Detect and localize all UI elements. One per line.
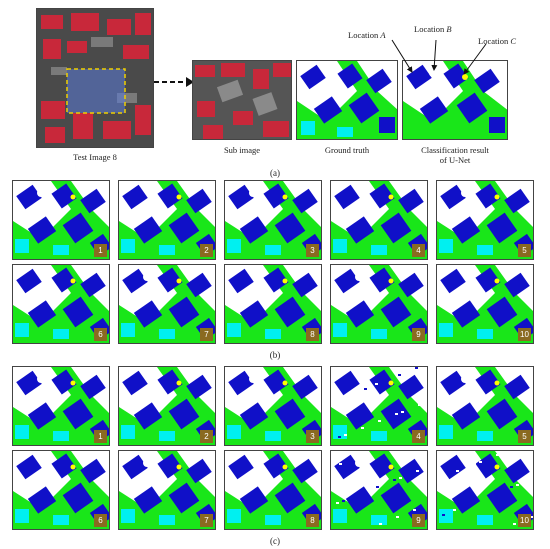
result-tile: 1 xyxy=(12,180,110,260)
unet-result-map xyxy=(403,61,507,139)
result-tile: 4 xyxy=(330,366,428,446)
classification-map xyxy=(331,367,427,445)
tile-number-badge: 5 xyxy=(518,430,531,443)
aerial-image-full xyxy=(37,9,153,147)
result-tile: 1 xyxy=(12,366,110,446)
result-tile: 4 xyxy=(330,180,428,260)
result-tile: 7 xyxy=(118,450,216,530)
classification-map xyxy=(119,181,215,259)
result-tile: 5 xyxy=(436,366,534,446)
result-tile: 6 xyxy=(12,450,110,530)
location-arrows xyxy=(391,39,487,75)
sub-image-caption: Sub image xyxy=(223,145,261,155)
ground-truth-map xyxy=(297,61,397,139)
location-a-label: Location A xyxy=(348,30,386,40)
tile-number-badge: 6 xyxy=(94,514,107,527)
panel-c-label: (c) xyxy=(270,536,280,546)
classification-map xyxy=(437,367,533,445)
test-image-caption: Test Image 8 xyxy=(73,152,117,162)
tile-number-badge: 6 xyxy=(94,328,107,341)
tile-number-badge: 3 xyxy=(306,430,319,443)
classification-map xyxy=(13,181,109,259)
tile-number-badge: 9 xyxy=(412,328,425,341)
result-tile: 5 xyxy=(436,180,534,260)
result-tile: 9 xyxy=(330,264,428,344)
tile-number-badge: 8 xyxy=(306,514,319,527)
result-tile: 9 xyxy=(330,450,428,530)
classification-map xyxy=(331,181,427,259)
tile-number-badge: 1 xyxy=(94,430,107,443)
unet-result-caption-2: of U-Net xyxy=(439,155,471,165)
unet-result-caption-1: Classification result xyxy=(421,145,489,155)
location-b-word: Location xyxy=(414,24,445,34)
tile-number-badge: 9 xyxy=(412,514,425,527)
result-tile: 8 xyxy=(224,450,322,530)
result-tile: 10 xyxy=(436,450,534,530)
panel-b-label: (b) xyxy=(269,350,281,360)
location-c-label: Location C xyxy=(478,36,516,46)
classification-map xyxy=(119,367,215,445)
tile-number-badge: 4 xyxy=(412,430,425,443)
result-tile: 2 xyxy=(118,366,216,446)
classification-map xyxy=(331,265,427,343)
result-tile: 10 xyxy=(436,264,534,344)
result-tile: 3 xyxy=(224,180,322,260)
classification-map xyxy=(13,367,109,445)
result-tile: 2 xyxy=(118,180,216,260)
tile-number-badge: 2 xyxy=(200,430,213,443)
classification-map xyxy=(225,265,321,343)
ground-truth-caption: Ground truth xyxy=(324,145,370,155)
panel-a-label: (a) xyxy=(270,168,280,178)
sub-image xyxy=(192,60,292,140)
tile-number-badge: 2 xyxy=(200,244,213,257)
classification-map xyxy=(13,451,109,529)
classification-map xyxy=(225,367,321,445)
location-b-letter: B xyxy=(446,24,452,34)
location-c-letter: C xyxy=(510,36,517,46)
tile-number-badge: 10 xyxy=(518,328,531,341)
test-image-8 xyxy=(36,8,154,148)
tile-number-badge: 8 xyxy=(306,328,319,341)
tile-number-badge: 1 xyxy=(94,244,107,257)
classification-map xyxy=(437,181,533,259)
tile-number-badge: 7 xyxy=(200,328,213,341)
classification-map xyxy=(225,181,321,259)
tile-number-badge: 10 xyxy=(518,514,531,527)
tile-number-badge: 7 xyxy=(200,514,213,527)
location-b-label: Location B xyxy=(414,24,452,34)
ground-truth-image xyxy=(296,60,398,140)
result-tile: 6 xyxy=(12,264,110,344)
location-a-word: Location xyxy=(348,30,379,40)
location-c-word: Location xyxy=(478,36,509,46)
location-a-letter: A xyxy=(380,30,386,40)
result-tile: 3 xyxy=(224,366,322,446)
tile-number-badge: 4 xyxy=(412,244,425,257)
tile-number-badge: 5 xyxy=(518,244,531,257)
classification-map xyxy=(119,265,215,343)
sub-image-aerial xyxy=(193,61,291,139)
tile-number-badge: 3 xyxy=(306,244,319,257)
classification-map xyxy=(119,451,215,529)
unet-result-image xyxy=(402,60,508,140)
result-tile: 8 xyxy=(224,264,322,344)
classification-map xyxy=(437,265,533,343)
result-tile: 7 xyxy=(118,264,216,344)
dashed-arrow xyxy=(154,77,194,87)
